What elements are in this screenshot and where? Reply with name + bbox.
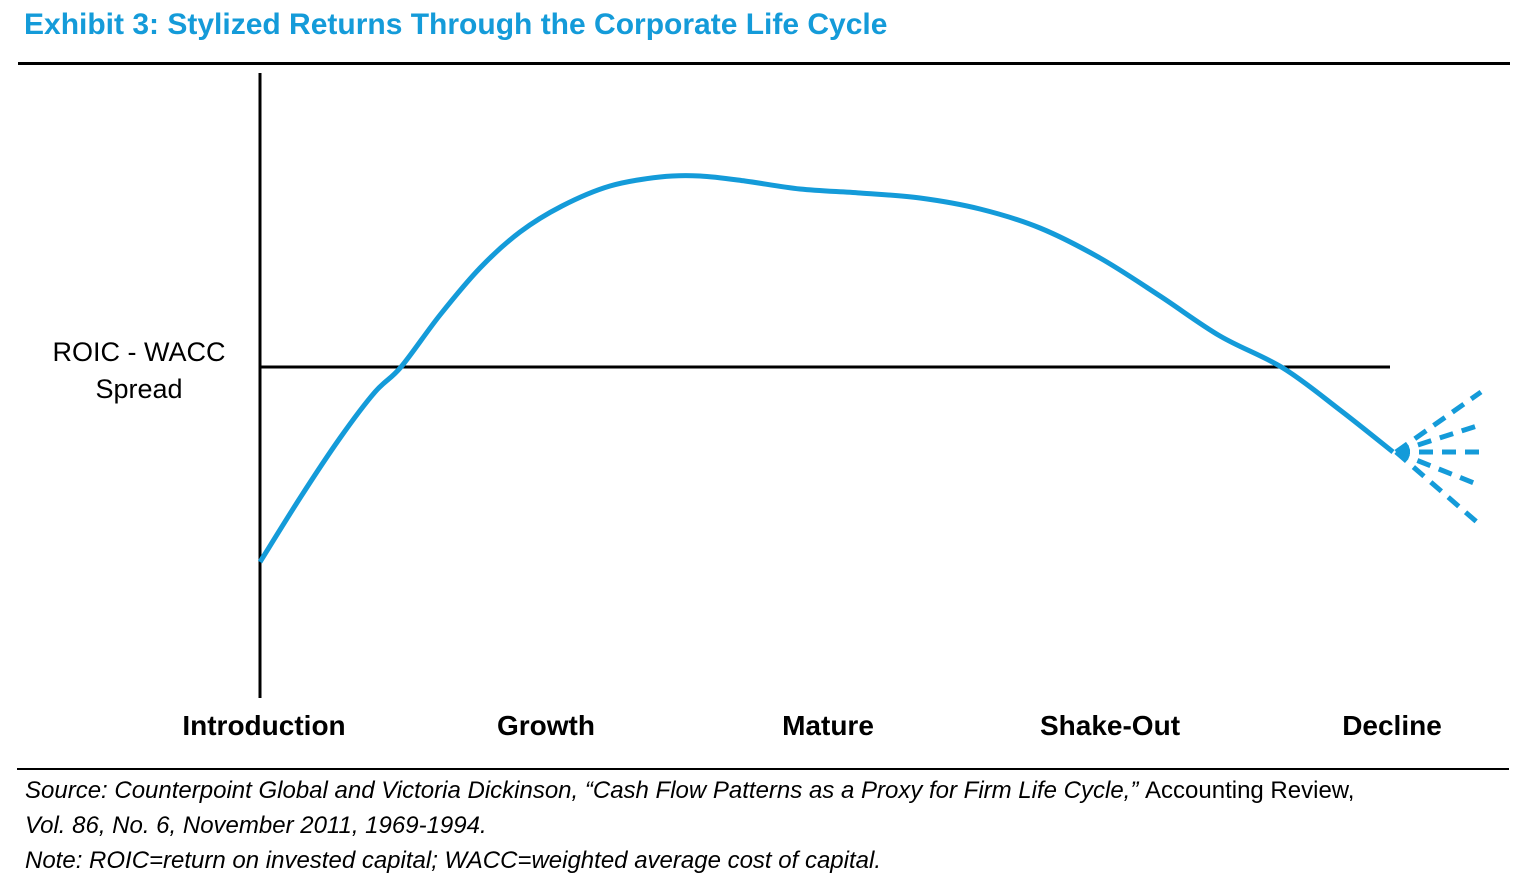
decline-scenario-ray-1 [1394,389,1483,455]
source-line-2: Vol. 86, No. 6, November 2011, 1969-1994… [25,812,487,839]
decline-scenario-ray-4 [1395,449,1475,486]
footer-notes: Source: Counterpoint Global and Victoria… [25,773,1505,878]
source-line-1: Source: Counterpoint Global and Victoria… [25,773,1505,808]
journal-name: Accounting Review, [1145,777,1355,804]
roic-wacc-spread-curve [257,173,1395,564]
x-label-decline: Decline [1342,710,1442,741]
note-line: Note: ROIC=return on invested capital; W… [25,847,881,874]
y-axis-label: ROIC - WACC Spread [19,334,259,408]
decline-scenario-ray-2 [1395,421,1484,455]
title-divider-line [18,62,1510,65]
footer-divider-line [17,768,1509,770]
x-label-introduction: Introduction [182,710,346,741]
x-label-mature: Mature [782,710,874,741]
y-axis-label-line2: Spread [95,374,183,404]
x-label-shake-out: Shake-Out [1039,710,1181,741]
source-citation-italic: Source: Counterpoint Global and Victoria… [25,777,1146,804]
y-axis-label-line1: ROIC - WACC [52,337,226,367]
x-label-growth: Growth [497,710,595,741]
exhibit-title: Exhibit 3: Stylized Returns Through the … [24,8,888,41]
decline-scenario-ray-5 [1394,450,1480,525]
